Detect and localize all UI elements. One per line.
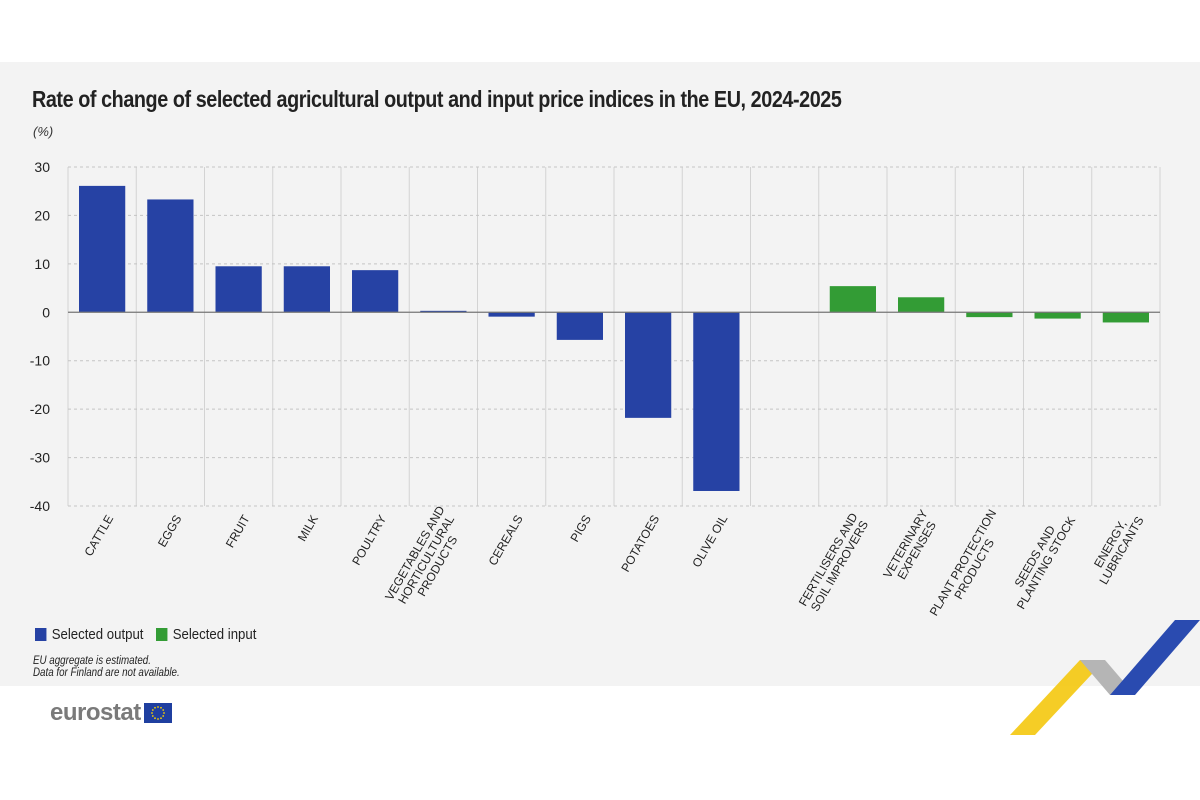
star-icon [162,712,165,714]
chart-panel [0,62,1200,686]
category-label: MILK [295,513,321,544]
bar-output [625,312,672,418]
y-tick-label: 10 [34,256,50,272]
y-tick-label: 20 [34,207,50,223]
category-label: VETERINARYEXPENSES [880,507,942,587]
star-icon [161,709,164,711]
category-label: ENERGY,LUBRICANTS [1085,508,1146,587]
bar-output [352,270,399,313]
star-icon [156,718,159,720]
logo-text: eurostat [50,699,141,726]
category-label-line: POULTRY [349,513,389,568]
category-label: POTATOES [618,513,662,575]
legend-item-output: Selected output [35,626,143,643]
bar-output [215,266,262,313]
legend-swatch-output [35,628,47,641]
legend: Selected output Selected input [35,626,270,643]
star-icon [150,712,153,714]
category-label-line: FRUIT [223,512,253,550]
star-icon [153,717,156,720]
y-tick-label: -40 [30,498,50,514]
category-label-line: CEREALS [486,513,526,569]
category-label: OLIVE OIL [689,512,730,570]
footnote: EU aggregate is estimated. [33,655,151,667]
eu-flag-icon [143,703,172,723]
eurostat-logo: eurostat [50,699,172,727]
bar-output [488,312,535,317]
legend-swatch-input [156,628,168,641]
category-label-line: OLIVE OIL [689,512,730,570]
star-icon [159,706,162,709]
category-label: PLANT PROTECTIONPRODUCTS [927,507,1011,620]
category-label: SEEDS ANDPLANTING STOCK [1003,508,1079,612]
category-label-line: EGGS [155,513,184,550]
bar-input [1102,312,1149,323]
star-icon [156,706,159,708]
star-icon [159,717,162,720]
legend-label-output: Selected output [51,626,144,643]
category-label: FERTILISERS ANDSOIL IMPROVERS [796,510,872,615]
y-tick-label: 30 [34,159,50,175]
bar-output [556,312,603,340]
category-label: EGGS [155,513,184,550]
bar-input [966,312,1013,318]
bar-output [693,312,740,491]
legend-label-input: Selected input [172,626,257,643]
category-label: CEREALS [486,513,526,569]
bar-chart: 30 20 10 0 -10 -20 -30 -40 CATTLE EGGS FRUIT MILK PO… [30,159,1161,620]
category-label: PIGS [567,513,593,545]
bar-output [147,199,194,313]
y-tick-label: -10 [30,353,50,369]
bar-input [1034,312,1081,319]
category-label-line: PIGS [567,513,593,545]
footnote: Data for Finland are not available. [33,667,180,679]
y-tick-label: -20 [30,401,50,417]
bar-output [283,266,330,313]
star-icon [151,715,154,717]
decorative-ribbon [1010,620,1200,735]
star-icon [153,706,156,709]
category-label-line: MILK [295,513,321,544]
category-label-line: CATTLE [82,513,117,559]
y-tick-label: 0 [42,304,50,320]
category-label: CATTLE [82,513,117,559]
bar-input [829,286,876,313]
bar-input [898,297,945,313]
category-label: VEGETABLES ANDHORTICULTURALPRODUCTS [382,503,470,616]
bar-output [420,310,467,313]
category-label-line: POTATOES [618,513,662,575]
category-label: POULTRY [349,513,389,568]
chart-title: Rate of change of selected agricultural … [32,86,842,112]
bar-output [79,185,126,313]
star-icon [151,709,154,711]
y-tick-label: -30 [30,450,50,466]
star-icon [161,715,164,717]
legend-item-input: Selected input [156,626,257,643]
category-label: FRUIT [223,512,253,550]
y-axis-unit: (%) [33,124,54,139]
footnotes: EU aggregate is estimated. Data for Finl… [33,655,180,679]
